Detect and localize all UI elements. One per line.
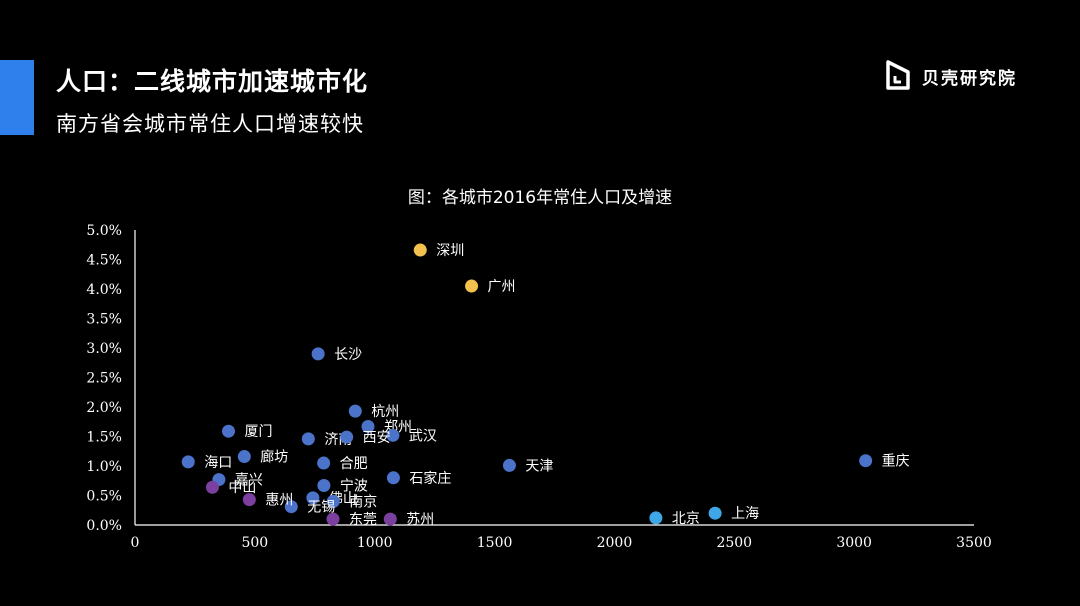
scatter-point	[284, 500, 298, 514]
x-tick-label: 1000	[357, 535, 393, 551]
y-tick-label: 5.0%	[86, 223, 122, 239]
page-subtitle: 南方省会城市常住人口增速较快	[56, 112, 364, 136]
scatter-point	[649, 511, 663, 525]
x-tick-label: 500	[241, 535, 268, 551]
scatter-point	[301, 432, 315, 446]
x-tick-label: 3500	[956, 535, 992, 551]
point-label: 北京	[672, 511, 700, 527]
y-tick-label: 3.5%	[86, 312, 122, 328]
scatter-point	[326, 494, 340, 508]
scatter-point	[205, 480, 219, 494]
point-label: 东莞	[349, 512, 377, 528]
x-tick-label: 2500	[716, 535, 752, 551]
scatter-point	[317, 456, 331, 470]
scatter-point	[311, 347, 325, 361]
point-label: 西安	[363, 430, 391, 446]
point-label: 惠州	[265, 493, 293, 509]
page-title: 人口：二线城市加速城市化	[56, 67, 369, 96]
chart-title: 图：各城市2016年常住人口及增速	[407, 188, 673, 208]
point-label: 长沙	[334, 347, 362, 363]
point-label: 海口	[204, 455, 232, 471]
point-label: 苏州	[406, 512, 434, 528]
scatter-point	[859, 454, 873, 468]
shell-logo-icon	[886, 60, 910, 90]
point-label: 武汉	[409, 428, 437, 444]
scatter-point	[181, 455, 195, 469]
scatter-point	[237, 450, 251, 464]
accent-bar	[0, 60, 34, 135]
scatter-point	[317, 478, 331, 492]
chart-ticks: 0 500 1000 1500 2000 2500 3000 3500 0.0% 0.5% 1.0%…	[86, 223, 991, 551]
x-tick-label: 3000	[836, 535, 872, 551]
point-label: 合肥	[340, 456, 368, 472]
scatter-point	[413, 243, 427, 257]
point-label: 上海	[731, 506, 759, 522]
point-label: 重庆	[882, 454, 910, 470]
y-tick-label: 1.0%	[86, 459, 122, 475]
point-label: 厦门	[244, 424, 272, 440]
y-tick-label: 4.0%	[86, 282, 122, 298]
scatter-point	[348, 404, 362, 418]
scatter-point	[361, 419, 375, 433]
y-tick-label: 2.0%	[86, 400, 122, 416]
scatter-point	[383, 512, 397, 526]
scatter-point	[326, 512, 340, 526]
point-label: 中山	[228, 480, 256, 496]
point-label: 南京	[349, 494, 377, 510]
scatter-point	[306, 491, 320, 505]
point-label: 广州	[488, 279, 516, 295]
point-label: 天津	[525, 458, 553, 474]
scatter-point	[221, 424, 235, 438]
point-label: 宁波	[340, 477, 368, 494]
x-tick-label: 0	[131, 535, 140, 551]
point-label: 深圳	[436, 243, 464, 259]
scatter-point	[502, 458, 516, 472]
y-tick-label: 4.5%	[86, 253, 122, 269]
y-tick-label: 3.0%	[86, 341, 122, 357]
y-tick-label: 0.0%	[86, 518, 122, 534]
chart-axes	[134, 230, 974, 526]
scatter-point	[386, 471, 400, 485]
scatter-point	[465, 279, 479, 293]
scatter-point	[340, 430, 354, 444]
scatter-point	[708, 506, 722, 520]
y-tick-label: 2.5%	[86, 371, 122, 387]
scatter-point	[242, 493, 256, 507]
point-label: 杭州	[371, 404, 399, 420]
logo-text: 贝壳研究院	[922, 68, 1017, 89]
brand-logo: 贝壳研究院	[878, 58, 1017, 94]
scatter-point	[386, 428, 400, 442]
x-tick-label: 1500	[477, 535, 513, 551]
point-label: 廊坊	[260, 449, 288, 466]
point-label: 无锡	[307, 500, 335, 516]
y-tick-label: 0.5%	[86, 489, 122, 505]
y-tick-label: 1.5%	[86, 430, 122, 446]
point-label: 嘉兴	[235, 473, 263, 489]
x-tick-label: 2000	[597, 535, 633, 551]
point-label: 石家庄	[409, 470, 451, 487]
